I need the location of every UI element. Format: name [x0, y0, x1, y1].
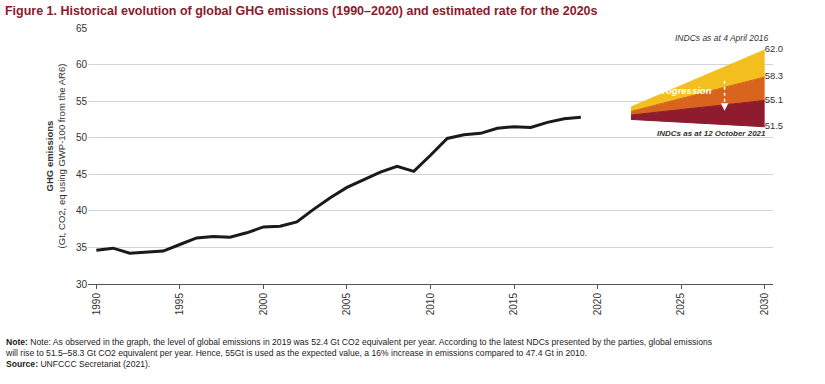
svg-text:Figure 1. Historical evolution: Figure 1. Historical evolution of global…	[5, 4, 598, 18]
svg-text:2020: 2020	[592, 293, 603, 316]
svg-text:50: 50	[76, 132, 88, 143]
svg-text:58.3: 58.3	[765, 70, 784, 81]
svg-text:51.5: 51.5	[765, 120, 784, 131]
svg-text:GHG emissions(Gt, CO2, eq usin: GHG emissions(Gt, CO2, eq using GWP-100 …	[44, 64, 67, 249]
svg-text:Progression: Progression	[656, 85, 712, 96]
svg-text:2010: 2010	[425, 293, 436, 316]
svg-text:2015: 2015	[508, 293, 519, 316]
svg-text:1995: 1995	[174, 293, 185, 316]
svg-text:2005: 2005	[341, 293, 352, 316]
svg-text:2025: 2025	[675, 293, 686, 316]
svg-text:35: 35	[76, 242, 88, 253]
svg-text:30: 30	[76, 279, 88, 290]
svg-text:55: 55	[76, 96, 88, 107]
svg-text:40: 40	[76, 205, 88, 216]
svg-text:INDCs as at 4 April 2016: INDCs as at 4 April 2016	[675, 33, 768, 43]
svg-text:INDCs as at 12 October 2021: INDCs as at 12 October 2021	[657, 129, 766, 138]
svg-text:45: 45	[76, 169, 88, 180]
svg-text:55.1: 55.1	[765, 94, 784, 105]
svg-text:62.0: 62.0	[765, 43, 784, 54]
svg-text:2000: 2000	[258, 293, 269, 316]
svg-text:65: 65	[76, 23, 88, 34]
svg-text:2030: 2030	[759, 293, 770, 316]
html-text:will rise to 51.5–58.3 Gt CO2: will rise to 51.5–58.3 Gt CO2 equivalent…	[6, 348, 587, 358]
html-text:Source: UNFCCC Secretariat (20: Source: UNFCCC Secretariat (2021).	[6, 359, 151, 369]
svg-text:1990: 1990	[91, 293, 102, 316]
html-text:Note: Note: As observed in the: Note: Note: As observed in the graph, th…	[6, 337, 712, 347]
svg-text:60: 60	[76, 59, 88, 70]
